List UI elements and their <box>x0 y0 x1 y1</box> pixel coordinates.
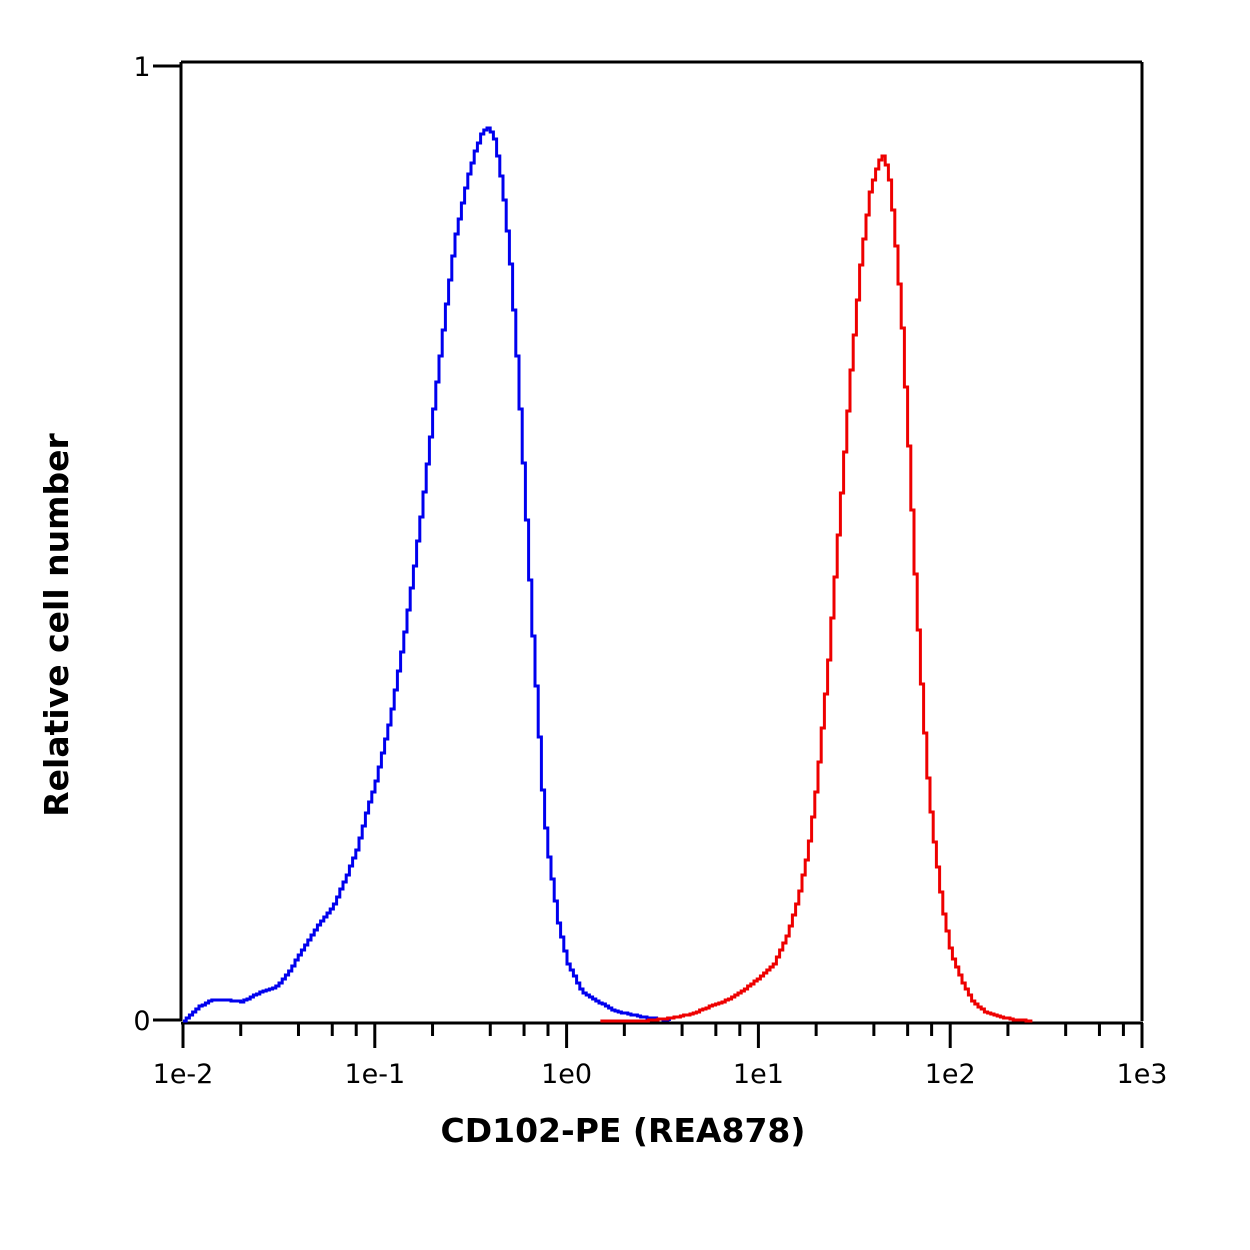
x-tick-label: 1e3 <box>1117 1059 1168 1090</box>
x-tick-label: 1e-1 <box>344 1059 405 1090</box>
x-tick-label: 1e0 <box>541 1059 592 1090</box>
x-axis: 1e-2 1e-1 1e0 1e1 1e2 1e3 <box>153 1023 1168 1090</box>
x-tick-label: 1e1 <box>733 1059 784 1090</box>
series-layer <box>183 126 1033 1023</box>
plot-frame <box>179 60 1144 1025</box>
histogram-series-control <box>183 126 671 1023</box>
x-tick-label: 1e-2 <box>153 1059 214 1090</box>
y-axis-title: Relative cell number <box>37 433 76 817</box>
x-axis-title: CD102-PE (REA878) <box>441 1111 806 1150</box>
y-tick-label: 0 <box>133 1006 150 1037</box>
y-axis: 01 <box>133 52 181 1037</box>
y-tick-label: 1 <box>133 52 150 83</box>
histogram-series-cd102-pe-rea878- <box>600 154 1033 1023</box>
x-tick-label: 1e2 <box>925 1059 976 1090</box>
